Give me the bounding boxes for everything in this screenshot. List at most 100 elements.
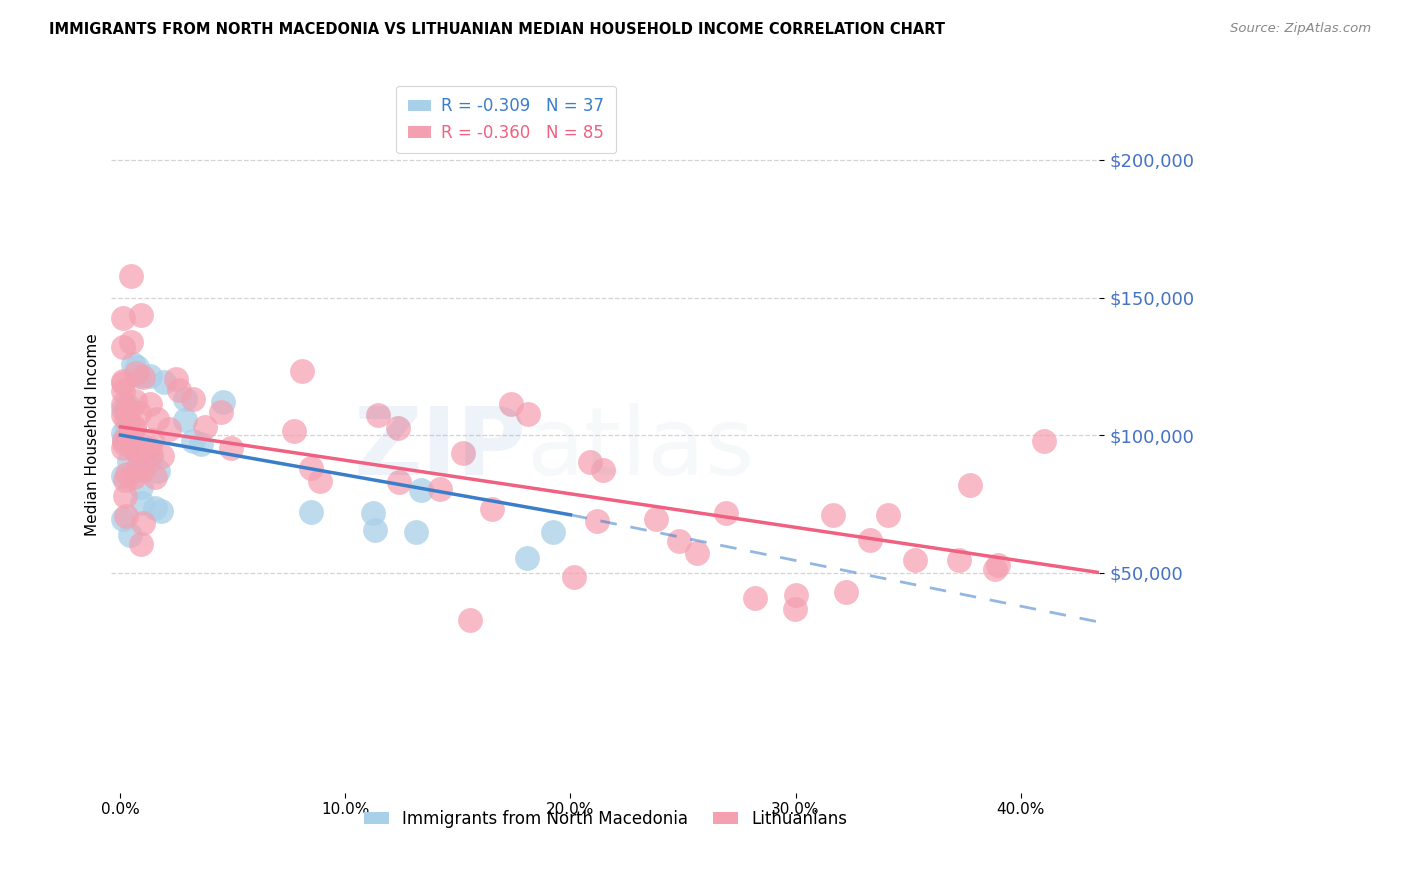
Point xyxy=(174,392,197,407)
Point xyxy=(361,506,384,520)
Point xyxy=(111,384,134,399)
Point xyxy=(516,551,538,566)
Point xyxy=(128,442,150,457)
Point xyxy=(122,357,145,371)
Point xyxy=(124,443,146,458)
Text: Source: ZipAtlas.com: Source: ZipAtlas.com xyxy=(1230,22,1371,36)
Point xyxy=(143,470,166,484)
Point xyxy=(959,477,981,491)
Point xyxy=(129,308,152,322)
Point xyxy=(124,367,146,381)
Point xyxy=(948,553,970,567)
Point xyxy=(120,269,142,284)
Point xyxy=(212,394,235,409)
Point xyxy=(165,372,187,386)
Point xyxy=(117,398,139,412)
Point xyxy=(146,412,169,426)
Point xyxy=(987,558,1010,572)
Point xyxy=(120,334,142,349)
Point xyxy=(744,591,766,605)
Text: IMMIGRANTS FROM NORTH MACEDONIA VS LITHUANIAN MEDIAN HOUSEHOLD INCOME CORRELATIO: IMMIGRANTS FROM NORTH MACEDONIA VS LITHU… xyxy=(49,22,945,37)
Text: atlas: atlas xyxy=(526,403,755,495)
Point xyxy=(499,396,522,410)
Point xyxy=(167,383,190,397)
Point xyxy=(111,512,134,526)
Point xyxy=(785,588,807,602)
Point xyxy=(111,311,134,326)
Point xyxy=(181,434,204,449)
Point xyxy=(111,340,134,354)
Point xyxy=(125,442,148,457)
Point xyxy=(143,500,166,515)
Point xyxy=(118,428,141,442)
Point xyxy=(111,409,134,423)
Point xyxy=(131,496,153,510)
Point xyxy=(122,420,145,434)
Point xyxy=(139,447,162,461)
Point xyxy=(451,446,474,460)
Point xyxy=(579,455,602,469)
Point xyxy=(141,433,163,447)
Point xyxy=(150,449,173,463)
Point xyxy=(111,401,134,416)
Point xyxy=(876,508,898,522)
Point xyxy=(115,509,138,524)
Point xyxy=(409,483,432,497)
Point xyxy=(139,453,162,467)
Point xyxy=(716,506,738,520)
Point xyxy=(194,420,217,434)
Point xyxy=(668,534,690,549)
Point xyxy=(543,524,565,539)
Point xyxy=(283,425,305,439)
Point xyxy=(132,370,155,384)
Point xyxy=(122,420,145,434)
Point xyxy=(429,483,451,497)
Point xyxy=(122,470,145,484)
Point xyxy=(153,376,176,390)
Point xyxy=(904,552,927,566)
Point xyxy=(458,613,481,627)
Point xyxy=(128,406,150,420)
Point xyxy=(111,374,134,388)
Y-axis label: Median Household Income: Median Household Income xyxy=(86,334,100,536)
Point xyxy=(127,441,149,455)
Point xyxy=(117,403,139,417)
Point xyxy=(388,475,411,489)
Point xyxy=(367,408,389,422)
Legend: Immigrants from North Macedonia, Lithuanians: Immigrants from North Macedonia, Lithuan… xyxy=(357,803,853,834)
Point xyxy=(111,468,134,483)
Point xyxy=(157,422,180,436)
Point xyxy=(124,393,146,408)
Point xyxy=(644,512,666,526)
Point xyxy=(984,562,1007,576)
Point xyxy=(592,463,614,477)
Point xyxy=(132,516,155,530)
Point xyxy=(517,408,540,422)
Point xyxy=(146,464,169,478)
Point xyxy=(405,524,427,539)
Point xyxy=(131,463,153,477)
Point xyxy=(190,437,212,451)
Point xyxy=(128,369,150,384)
Point xyxy=(111,376,134,391)
Point xyxy=(111,425,134,440)
Point xyxy=(562,570,585,584)
Point xyxy=(114,489,136,503)
Point xyxy=(118,428,141,442)
Point xyxy=(129,480,152,494)
Point xyxy=(111,397,134,411)
Point xyxy=(114,412,136,426)
Point xyxy=(139,368,162,383)
Text: ZIP: ZIP xyxy=(353,403,526,495)
Point xyxy=(364,523,387,537)
Point xyxy=(134,446,156,460)
Point xyxy=(209,404,232,418)
Point xyxy=(120,424,142,438)
Point xyxy=(118,527,141,541)
Point xyxy=(821,508,844,522)
Point xyxy=(112,433,135,447)
Point xyxy=(128,458,150,472)
Point xyxy=(785,601,807,615)
Point xyxy=(112,433,135,447)
Point xyxy=(125,359,148,374)
